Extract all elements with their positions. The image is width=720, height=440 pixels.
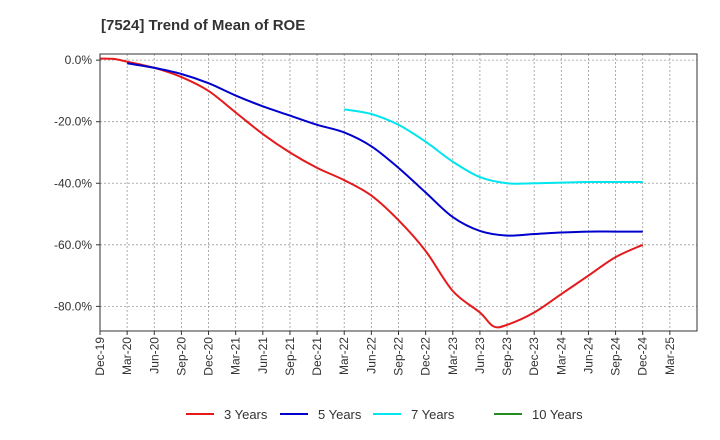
chart-title: [7524] Trend of Mean of ROE [101,17,305,34]
series-line-7-years [344,108,643,185]
plot-area-background [100,54,697,331]
x-tick-label: Dec-22 [419,337,433,376]
x-tick-label: Sep-22 [392,337,406,376]
series-line-3-years [99,57,644,329]
legend-label-5-years: 5 Years [318,407,362,422]
y-tick-label: -20.0% [54,115,92,129]
x-tick-label: Jun-21 [256,337,270,374]
x-tick-label: Mar-20 [120,337,134,375]
y-tick-label: -60.0% [54,238,92,252]
x-tick-label: Dec-24 [636,337,650,376]
legend: 3 Years 5 Years 7 Years 10 Years [186,407,583,422]
legend-label-7-years: 7 Years [411,407,455,422]
x-tick-label: Mar-24 [554,337,568,375]
y-gridlines [100,59,697,307]
y-tick-label: -40.0% [54,176,92,190]
series-lines [99,57,644,329]
x-tick-label: Sep-23 [500,337,514,376]
x-tick-label: Mar-23 [446,337,460,375]
x-tick-label: Mar-21 [229,337,243,375]
x-tick-label: Dec-19 [93,337,107,376]
x-tick-label: Dec-20 [202,337,216,376]
x-tick-label: Jun-24 [581,337,595,374]
y-axis-ticks: 0.0% -20.0% -40.0% -60.0% -80.0% [54,53,100,313]
x-axis-ticks: Dec-19 Mar-20 Jun-20 Sep-20 Dec-20 Mar-21 Jun-… [93,331,677,376]
x-tick-label: Mar-22 [337,337,351,375]
legend-label-3-years: 3 Years [224,407,268,422]
x-tick-label: Dec-23 [527,337,541,376]
x-tick-label: Sep-21 [283,337,297,376]
y-tick-label: -80.0% [54,299,92,313]
x-tick-label: Jun-23 [473,337,487,374]
x-tick-label: Mar-25 [663,337,677,375]
legend-label-10-years: 10 Years [532,407,583,422]
x-tick-label: Jun-20 [147,337,161,374]
y-tick-label: 0.0% [65,53,93,67]
x-tick-label: Dec-21 [310,337,324,376]
x-tick-label: Jun-22 [364,337,378,374]
x-tick-label: Sep-20 [174,337,188,376]
x-tick-label: Sep-24 [609,337,623,376]
series-line-5-years [126,62,643,237]
